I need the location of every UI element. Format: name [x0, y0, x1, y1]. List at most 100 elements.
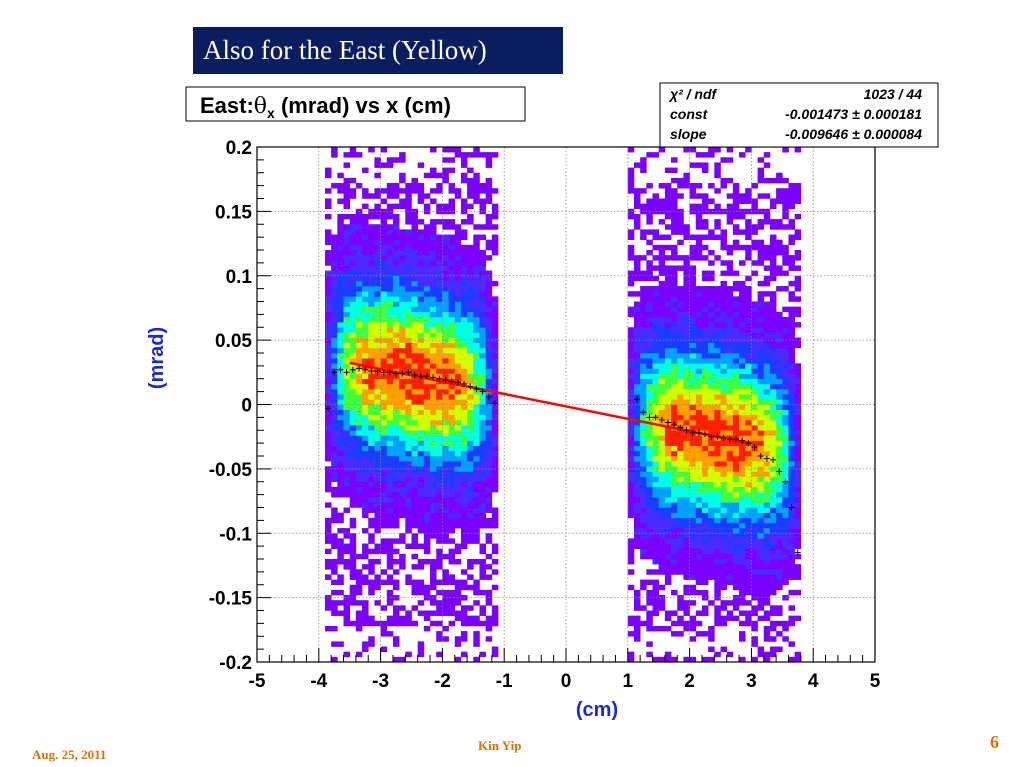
heatmap-cell	[757, 172, 765, 179]
heatmap-cell	[714, 615, 721, 622]
heatmap-cell	[701, 553, 709, 560]
heatmap-cell	[640, 378, 647, 385]
heatmap-cell	[392, 234, 400, 240]
heatmap-cell	[751, 569, 758, 575]
heatmap-cell	[411, 353, 418, 359]
heatmap-cell	[473, 450, 480, 457]
heatmap-cell	[776, 574, 783, 580]
heatmap-cell	[627, 234, 635, 240]
heatmap-cell	[467, 528, 474, 534]
heatmap-cell	[386, 425, 394, 431]
heatmap-cell	[485, 533, 493, 539]
heatmap-cell	[467, 286, 474, 292]
heatmap-cell	[380, 260, 388, 266]
heatmap-cell	[708, 383, 715, 390]
profile-point	[467, 383, 474, 390]
heatmap-cell	[757, 157, 765, 163]
heatmap-cell	[695, 203, 703, 210]
heatmap-cell	[794, 306, 802, 313]
heatmap-cell	[491, 435, 499, 441]
heatmap-cell	[386, 471, 394, 477]
heatmap-cell	[646, 291, 653, 297]
heatmap-cell	[720, 378, 727, 385]
heatmap-cell	[732, 476, 740, 483]
heatmap-cell	[324, 373, 332, 380]
heatmap-cell	[374, 409, 381, 416]
heatmap-cell	[399, 378, 406, 385]
heatmap-cell	[794, 383, 802, 390]
heatmap-cell	[658, 486, 666, 493]
heatmap-cell	[652, 378, 659, 385]
heatmap-cell	[633, 476, 641, 483]
heatmap-cell	[769, 306, 777, 313]
heatmap-cell	[331, 656, 338, 663]
heatmap-cell	[739, 373, 746, 380]
heatmap-cell	[695, 244, 703, 251]
heatmap-cell	[479, 255, 486, 261]
heatmap-cell	[769, 224, 777, 230]
heatmap-cell	[664, 255, 672, 261]
heatmap-cell	[714, 497, 721, 503]
heatmap-cell	[430, 342, 437, 349]
heatmap-cell	[491, 476, 499, 483]
heatmap-cell	[714, 306, 721, 313]
heatmap-cell	[671, 569, 678, 575]
heatmap-cell	[757, 239, 765, 246]
heatmap-cell	[349, 522, 357, 529]
heatmap-cell	[491, 327, 499, 333]
heatmap-cell	[646, 373, 653, 380]
heatmap-cell	[714, 363, 721, 369]
heatmap-cell	[448, 198, 456, 204]
heatmap-cell	[627, 373, 635, 380]
heatmap-cell	[355, 620, 363, 627]
heatmap-cell	[671, 564, 678, 570]
heatmap-cell	[331, 589, 338, 596]
heatmap-cell	[726, 311, 734, 318]
heatmap-cell	[627, 450, 635, 457]
heatmap-cell	[788, 615, 795, 622]
heatmap-cell	[739, 394, 746, 400]
heatmap-cell	[769, 363, 777, 369]
heatmap-cell	[763, 368, 771, 374]
heatmap-cell	[442, 450, 449, 457]
heatmap-cell	[331, 419, 338, 426]
heatmap-cell	[399, 229, 406, 235]
heatmap-cell	[460, 260, 468, 266]
heatmap-cell	[782, 358, 789, 364]
heatmap-cell	[436, 342, 443, 349]
heatmap-cell	[368, 476, 375, 483]
heatmap-cell	[448, 327, 456, 333]
heatmap-cell	[708, 646, 715, 652]
heatmap-cell	[454, 389, 462, 395]
profile-point	[776, 468, 783, 475]
heatmap-cell	[467, 584, 474, 591]
heatmap-cell	[745, 564, 752, 570]
heatmap-cell	[646, 589, 653, 596]
heatmap-cell	[485, 600, 493, 606]
heatmap-cell	[380, 631, 388, 637]
heatmap-cell	[442, 404, 449, 410]
heatmap-cell	[331, 507, 338, 513]
heatmap-cell	[757, 430, 765, 436]
heatmap-cell	[689, 600, 697, 606]
heatmap-cell	[454, 419, 462, 426]
heatmap-cell	[646, 502, 653, 508]
heatmap-cell	[485, 280, 493, 287]
heatmap-cell	[442, 177, 449, 184]
heatmap-cell	[714, 419, 721, 426]
heatmap-cell	[652, 589, 659, 596]
heatmap-cell	[671, 383, 678, 390]
heatmap-cell	[331, 394, 338, 400]
heatmap-cell	[652, 368, 659, 374]
heatmap-cell	[392, 291, 400, 297]
heatmap-cell	[491, 378, 499, 385]
heatmap-cell	[745, 461, 752, 467]
heatmap-cell	[751, 409, 758, 416]
heatmap-cell	[368, 502, 375, 508]
heatmap-cell	[343, 296, 350, 302]
heatmap-cell	[658, 409, 666, 416]
heatmap-cell	[751, 270, 758, 277]
heatmap-cell	[739, 430, 746, 436]
heatmap-cell	[479, 208, 486, 215]
heatmap-cell	[417, 528, 425, 534]
